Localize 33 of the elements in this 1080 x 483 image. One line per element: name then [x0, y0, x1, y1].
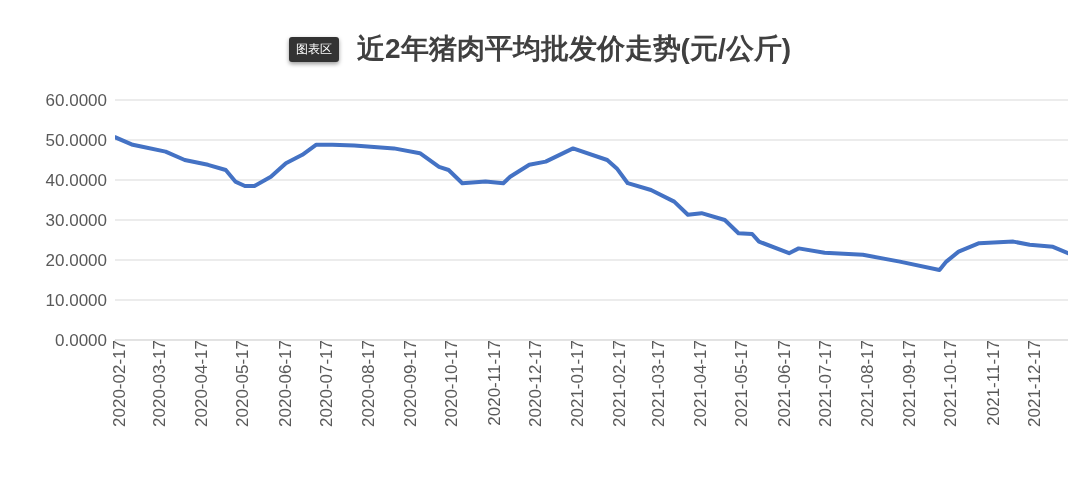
text: 图表区 [289, 36, 339, 62]
x-tick-label: 2020-07-17 [316, 340, 336, 427]
x-tick-label: 2021-12-17 [1024, 340, 1044, 427]
x-tick-label: 2021-02-17 [610, 340, 630, 427]
x-tick-label: 2020-10-17 [442, 340, 462, 427]
x-tick-label: 2021-04-17 [691, 340, 711, 427]
x-tick-label: 2021-05-17 [732, 340, 752, 427]
x-tick-label: 2020-09-17 [401, 340, 421, 427]
chart-title: 近2年猪肉平均批发价走势(元/公斤) [357, 32, 791, 66]
x-tick-label: 2021-11-17 [983, 340, 1003, 426]
y-tick-label: 20.0000 [45, 251, 107, 271]
y-tick-label: 40.0000 [45, 171, 107, 191]
x-tick-label: 2020-08-17 [358, 340, 378, 427]
x-tick-label: 2021-03-17 [648, 340, 668, 427]
x-tick-label: 2020-04-17 [192, 340, 212, 427]
x-tick-label: 2020-02-17 [110, 340, 130, 427]
y-tick-label: 10.0000 [45, 291, 107, 311]
x-tick-label: 2020-12-17 [525, 340, 545, 427]
y-tick-label: 60.0000 [45, 91, 107, 111]
y-tick-label: 0.0000 [55, 331, 107, 351]
x-tick-label: 2021-07-17 [815, 340, 835, 427]
x-tick-label: 2021-09-17 [900, 340, 920, 427]
x-tick-label: 2021-06-17 [774, 340, 794, 427]
y-tick-label: 50.0000 [45, 131, 107, 151]
x-tick-label: 2021-01-17 [568, 340, 588, 427]
x-tick-label: 2021-08-17 [857, 340, 877, 427]
line-series [115, 135, 1068, 272]
y-tick-label: 30.0000 [45, 211, 107, 231]
x-tick-label: 2020-05-17 [233, 340, 253, 427]
x-tick-label: 2020-03-17 [149, 340, 169, 427]
x-tick-label: 2020-06-17 [275, 340, 295, 427]
x-tick-label: 2021-10-17 [941, 340, 961, 427]
x-tick-label: 2020-11-17 [484, 340, 504, 426]
